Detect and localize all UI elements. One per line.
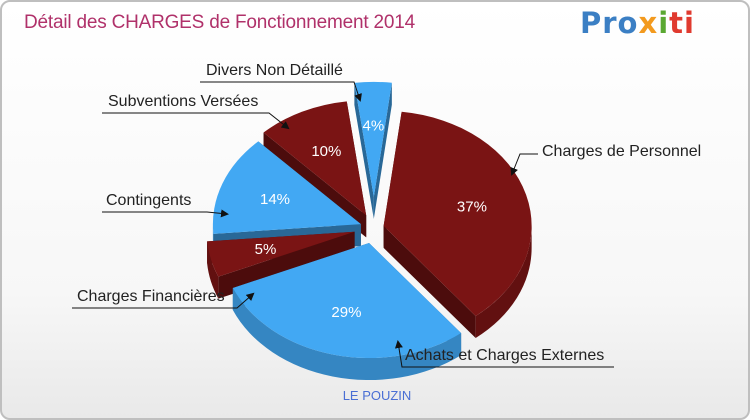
percent-label: 29% <box>331 304 361 321</box>
category-label: Subventions Versées <box>108 93 258 110</box>
category-label: Contingents <box>106 192 191 209</box>
callout-line <box>102 209 229 218</box>
slice-contingents <box>212 141 361 234</box>
slice-wall <box>373 82 392 219</box>
slice-charges-financi-res <box>207 231 355 277</box>
slice-rim <box>475 225 532 338</box>
percent-label: 10% <box>311 143 341 160</box>
callout-line <box>200 81 362 102</box>
chart-title: Détail des CHARGES de Fonctionnement 201… <box>24 12 416 33</box>
slice-rim <box>232 287 462 381</box>
callout-line <box>72 292 255 309</box>
slice-rim <box>207 241 219 299</box>
slice-divers-non-d-taill- <box>354 81 392 197</box>
callout-line <box>394 340 614 368</box>
slice-wall <box>354 82 374 219</box>
percent-label: 37% <box>457 199 487 216</box>
callout-line <box>510 153 538 176</box>
category-label: Charges de Personnel <box>542 143 701 160</box>
category-label: Charges Financières <box>77 288 225 305</box>
slice-subventions-vers-es <box>263 101 367 216</box>
category-label: Achats et Charges Externes <box>405 347 604 364</box>
percent-label: 14% <box>260 191 290 208</box>
commune-label: LE POUZIN <box>342 388 412 403</box>
proxiti-logo[interactable]: Proxiti <box>580 6 695 40</box>
percent-label: 5% <box>255 241 277 258</box>
category-label: Divers Non Détaillé <box>206 62 343 79</box>
callout-line <box>102 112 290 130</box>
slice-wall <box>383 225 476 338</box>
percent-label: 4% <box>363 118 385 135</box>
slice-achats-et-charges-externes <box>232 243 462 359</box>
slice-charges-de-personnel <box>383 111 532 316</box>
